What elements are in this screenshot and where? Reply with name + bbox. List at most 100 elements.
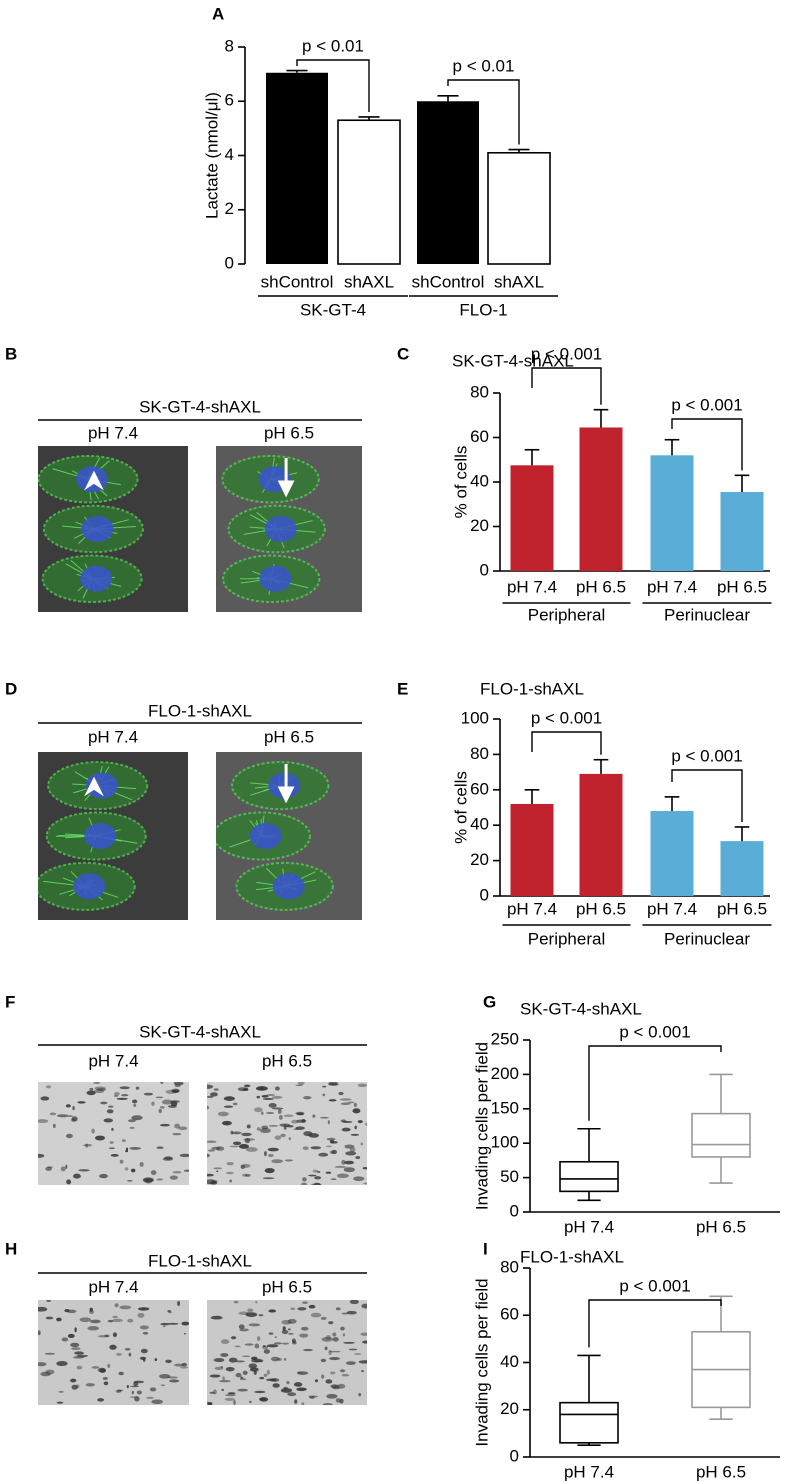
micrograph <box>38 446 188 612</box>
cell <box>353 1102 357 1108</box>
significance-bracket <box>531 731 602 755</box>
cell <box>154 1358 158 1362</box>
cell <box>339 1369 346 1373</box>
cell <box>179 1153 189 1158</box>
panel-letter: G <box>483 992 496 1011</box>
bar <box>510 465 554 571</box>
panel-letter: D <box>5 679 17 698</box>
cell <box>71 1347 81 1351</box>
bar <box>650 455 694 571</box>
cell <box>303 1348 313 1352</box>
x-tick-label: shAXL <box>344 272 394 291</box>
cell <box>209 1374 221 1378</box>
nucleus <box>81 516 114 542</box>
cell <box>357 1120 363 1124</box>
cell <box>308 1395 318 1398</box>
cell <box>328 1099 337 1102</box>
y-tick-label: 60 <box>470 779 489 798</box>
cell <box>87 1326 100 1331</box>
cell <box>229 1145 240 1148</box>
y-tick-label: 4 <box>225 145 234 164</box>
cell <box>263 1349 271 1354</box>
cell <box>160 1384 166 1387</box>
cell <box>253 1370 257 1375</box>
cell <box>268 1103 277 1108</box>
y-tick-label: 40 <box>500 1352 519 1371</box>
cell <box>38 1362 47 1367</box>
cell <box>107 1363 111 1368</box>
cell <box>314 1379 319 1383</box>
cell <box>174 1363 184 1367</box>
cell <box>321 1374 325 1379</box>
panel-title: FLO-1-shAXL <box>148 1251 252 1270</box>
cell <box>58 1391 64 1393</box>
x-tick-label: pH 6.5 <box>717 577 767 596</box>
cell <box>262 1098 274 1100</box>
cell <box>45 1166 52 1171</box>
cell <box>274 1135 282 1140</box>
cell <box>232 1102 238 1106</box>
cell <box>86 1090 96 1096</box>
cell <box>321 1336 334 1342</box>
annotation: p < 0.001 <box>671 395 742 414</box>
image-label: pH 7.4 <box>88 1051 138 1070</box>
cell <box>328 1082 338 1086</box>
cell <box>127 1119 137 1123</box>
arrow <box>277 764 295 804</box>
cell <box>332 1332 337 1337</box>
cell <box>264 1151 267 1157</box>
group-label: Perinuclear <box>664 605 750 624</box>
cell <box>272 1383 280 1388</box>
cell <box>207 1153 210 1158</box>
cell <box>294 1399 298 1404</box>
cell <box>111 1127 114 1131</box>
cell <box>267 1147 280 1152</box>
group-label: Peripheral <box>528 929 606 948</box>
cell <box>293 1382 303 1387</box>
cell <box>112 1318 123 1323</box>
cell <box>104 1334 110 1338</box>
cell <box>283 1386 288 1390</box>
cell <box>74 1351 84 1355</box>
nucleus <box>249 823 282 849</box>
cell <box>135 1086 140 1090</box>
cell <box>325 1171 332 1174</box>
cell <box>329 1350 341 1353</box>
cell <box>281 1320 292 1325</box>
box <box>559 1160 619 1193</box>
cell <box>357 1083 367 1088</box>
cell <box>100 1101 108 1105</box>
cell <box>130 1168 136 1173</box>
x-tick-label: pH 7.4 <box>564 1217 614 1236</box>
y-tick-label: 20 <box>500 1399 519 1418</box>
cell <box>243 1138 255 1141</box>
cell <box>339 1398 344 1404</box>
x-tick-label: shControl <box>261 272 334 291</box>
cell <box>172 1170 182 1174</box>
cell <box>259 1128 271 1134</box>
cell <box>353 1176 365 1182</box>
cell <box>207 1401 214 1405</box>
cell <box>328 1350 332 1356</box>
cell <box>131 1115 143 1121</box>
cell <box>341 1159 346 1165</box>
cell <box>220 1365 224 1368</box>
cell <box>158 1108 162 1114</box>
cell <box>89 1319 101 1324</box>
cell <box>96 1088 107 1092</box>
cell <box>355 1155 361 1160</box>
y-tick-label: 0 <box>480 560 489 579</box>
cell <box>255 1300 258 1304</box>
y-tick-label: 150 <box>491 1098 519 1117</box>
cell <box>146 1396 154 1399</box>
panel-title: SK-GT-4-shAXL <box>139 1022 261 1041</box>
cell <box>151 1399 163 1405</box>
box <box>559 1401 619 1444</box>
cell <box>95 1135 106 1141</box>
cell <box>277 1108 282 1114</box>
cell <box>133 1103 137 1108</box>
cell <box>329 1371 336 1375</box>
bar <box>650 811 694 896</box>
cell <box>99 1173 108 1179</box>
cell <box>227 1392 236 1395</box>
